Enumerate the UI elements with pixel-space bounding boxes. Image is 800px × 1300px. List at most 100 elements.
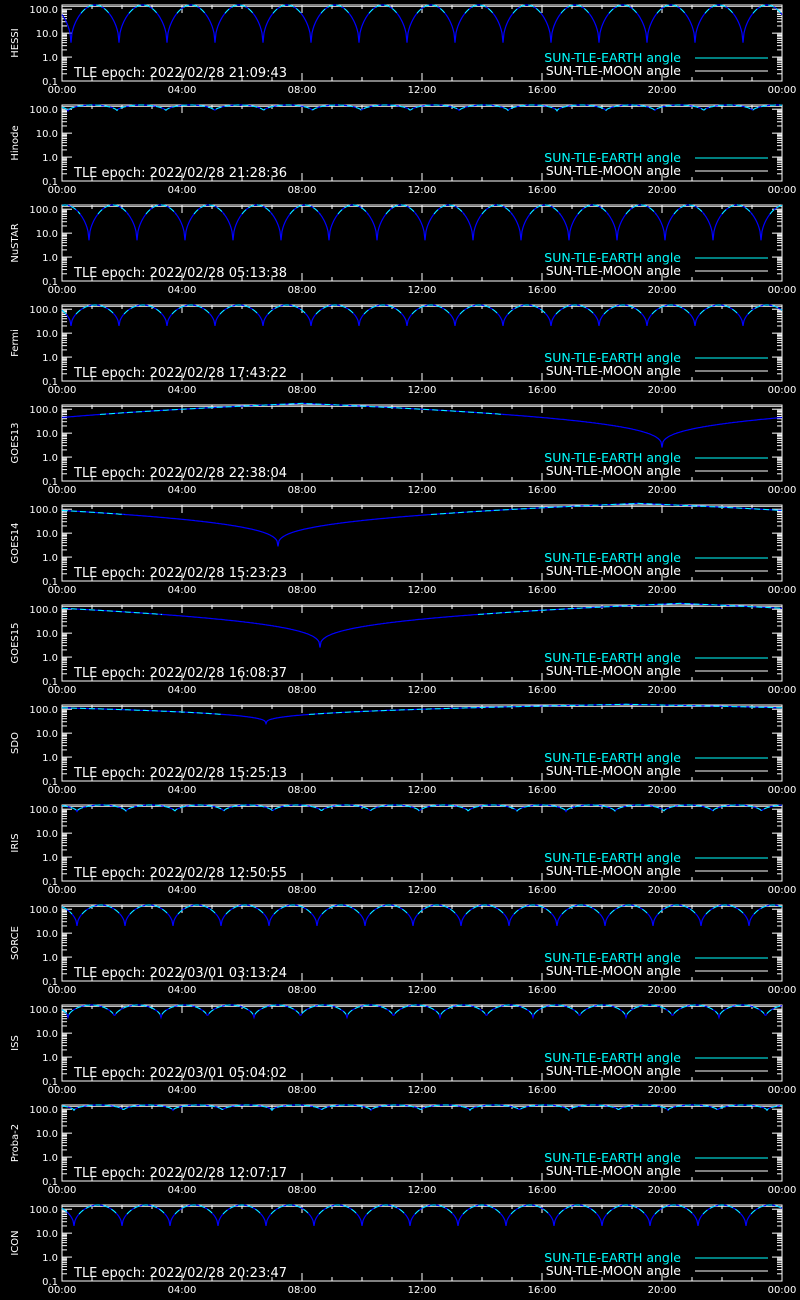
- y-tick-label: 1.0: [42, 353, 58, 364]
- x-tick-label: 16:00: [528, 185, 557, 196]
- y-tick-label: 10.0: [36, 1029, 58, 1040]
- x-tick-label: 20:00: [648, 485, 677, 496]
- y-tick-label: 10.0: [36, 229, 58, 240]
- sun-earth-upper-series: [61, 204, 783, 215]
- legend-sun-earth-label: SUN-TLE-EARTH angle: [544, 1250, 681, 1265]
- tle-epoch-label: TLE epoch: 2022/03/01 03:13:24: [73, 966, 287, 981]
- x-tick-label: 00:00: [768, 1285, 797, 1296]
- legend-sun-earth-label: SUN-TLE-EARTH angle: [544, 150, 681, 165]
- x-tick-label: 12:00: [408, 685, 437, 696]
- legend-sun-moon-label: SUN-TLE-MOON angle: [546, 1263, 682, 1278]
- x-tick-label: 16:00: [528, 885, 557, 896]
- satellite-label: HESSI: [10, 28, 21, 57]
- tle-epoch-label: TLE epoch: 2022/02/28 05:13:38: [73, 266, 287, 281]
- legend-sun-moon-label: SUN-TLE-MOON angle: [546, 363, 682, 378]
- x-tick-label: 12:00: [408, 1085, 437, 1096]
- x-tick-label: 04:00: [168, 585, 197, 596]
- x-tick-label: 04:00: [168, 85, 197, 96]
- satellite-label: NuSTAR: [10, 223, 21, 262]
- x-tick-label: 16:00: [528, 85, 557, 96]
- x-tick-label: 20:00: [648, 885, 677, 896]
- y-tick-label: 100.0: [29, 205, 58, 216]
- y-tick-label: 100.0: [29, 305, 58, 316]
- chart-panel: 0.1 1.0 10.0 100.0 00:00 04:00 08:00 12:00 16:00…: [10, 1104, 796, 1196]
- x-tick-label: 00:00: [768, 385, 797, 396]
- y-tick-label: 0.1: [42, 477, 58, 488]
- y-tick-label: 1.0: [42, 1253, 58, 1264]
- legend-sun-moon-label: SUN-TLE-MOON angle: [546, 163, 682, 178]
- y-tick-label: 100.0: [29, 605, 58, 616]
- y-tick-label: 100.0: [29, 705, 58, 716]
- tle-epoch-label: TLE epoch: 2022/02/28 21:09:43: [73, 66, 287, 81]
- x-tick-label: 20:00: [648, 1085, 677, 1096]
- y-tick-label: 0.1: [42, 277, 58, 288]
- satellite-label: Fermi: [10, 329, 21, 357]
- y-tick-label: 0.1: [42, 877, 58, 888]
- chart-panel: 0.1 1.0 10.0 100.0 00:00 04:00 08:00 12:00 16:00…: [10, 703, 796, 796]
- x-tick-label: 00:00: [48, 1185, 77, 1196]
- x-tick-label: 20:00: [648, 85, 677, 96]
- y-tick-label: 1.0: [42, 553, 58, 564]
- y-tick-label: 100.0: [29, 905, 58, 916]
- x-tick-label: 00:00: [768, 885, 797, 896]
- x-tick-label: 12:00: [408, 1185, 437, 1196]
- x-tick-label: 08:00: [288, 685, 317, 696]
- legend-sun-moon-label: SUN-TLE-MOON angle: [546, 463, 682, 478]
- sun-earth-angle-series: [61, 4, 783, 43]
- y-tick-label: 0.1: [42, 977, 58, 988]
- x-tick-label: 20:00: [648, 385, 677, 396]
- y-tick-label: 10.0: [36, 429, 58, 440]
- chart-panel: 0.1 1.0 10.0 100.0 00:00 04:00 08:00 12:00 16:00…: [10, 104, 796, 196]
- x-tick-label: 16:00: [528, 285, 557, 296]
- satellite-label: ISS: [10, 1035, 21, 1051]
- x-tick-label: 04:00: [168, 885, 197, 896]
- y-tick-label: 0.1: [42, 577, 58, 588]
- tle-epoch-label: TLE epoch: 2022/02/28 22:38:04: [73, 466, 287, 481]
- x-tick-label: 08:00: [288, 485, 317, 496]
- legend-sun-moon-label: SUN-TLE-MOON angle: [546, 63, 682, 78]
- x-tick-label: 20:00: [648, 1285, 677, 1296]
- x-tick-label: 00:00: [768, 585, 797, 596]
- x-tick-label: 04:00: [168, 1185, 197, 1196]
- x-tick-label: 16:00: [528, 1085, 557, 1096]
- x-tick-label: 16:00: [528, 585, 557, 596]
- x-tick-label: 08:00: [288, 285, 317, 296]
- x-tick-label: 00:00: [48, 985, 77, 996]
- legend-sun-moon-label: SUN-TLE-MOON angle: [546, 563, 682, 578]
- x-tick-label: 12:00: [408, 785, 437, 796]
- x-tick-label: 00:00: [48, 485, 77, 496]
- sun-earth-upper-series: [61, 804, 783, 813]
- x-tick-label: 04:00: [168, 685, 197, 696]
- x-tick-label: 12:00: [408, 485, 437, 496]
- satellite-label: GOES14: [10, 522, 21, 563]
- chart-panel: 0.1 1.0 10.0 100.0 00:00 04:00 08:00 12:00 16:00…: [10, 502, 797, 596]
- x-tick-label: 04:00: [168, 985, 197, 996]
- y-tick-label: 1.0: [42, 853, 58, 864]
- y-tick-label: 10.0: [36, 1229, 58, 1240]
- y-tick-label: 0.1: [42, 77, 58, 88]
- y-tick-label: 0.1: [42, 377, 58, 388]
- satellite-label: ICON: [10, 1230, 21, 1255]
- x-tick-label: 20:00: [648, 285, 677, 296]
- y-tick-label: 100.0: [29, 5, 58, 16]
- legend-sun-earth-label: SUN-TLE-EARTH angle: [544, 450, 681, 465]
- x-tick-label: 00:00: [768, 85, 797, 96]
- tle-epoch-label: TLE epoch: 2022/02/28 12:07:17: [73, 1166, 287, 1181]
- x-tick-label: 08:00: [288, 1085, 317, 1096]
- x-tick-label: 00:00: [48, 285, 77, 296]
- x-tick-label: 20:00: [648, 985, 677, 996]
- satellite-label: GOES15: [10, 622, 21, 663]
- legend-sun-earth-label: SUN-TLE-EARTH angle: [544, 950, 681, 965]
- chart-panel: 0.1 1.0 10.0 100.0 00:00 04:00 08:00 12:00 16:00…: [10, 304, 797, 396]
- y-tick-label: 0.1: [42, 1277, 58, 1288]
- legend-sun-earth-label: SUN-TLE-EARTH angle: [544, 350, 681, 365]
- sun-earth-upper-series: [61, 1204, 783, 1215]
- legend-sun-moon-label: SUN-TLE-MOON angle: [546, 263, 682, 278]
- x-tick-label: 16:00: [528, 485, 557, 496]
- x-tick-label: 16:00: [528, 385, 557, 396]
- tle-epoch-label: TLE epoch: 2022/02/28 16:08:37: [73, 666, 287, 681]
- x-tick-label: 00:00: [48, 685, 77, 696]
- y-tick-label: 1.0: [42, 753, 58, 764]
- y-tick-label: 10.0: [36, 629, 58, 640]
- x-tick-label: 04:00: [168, 485, 197, 496]
